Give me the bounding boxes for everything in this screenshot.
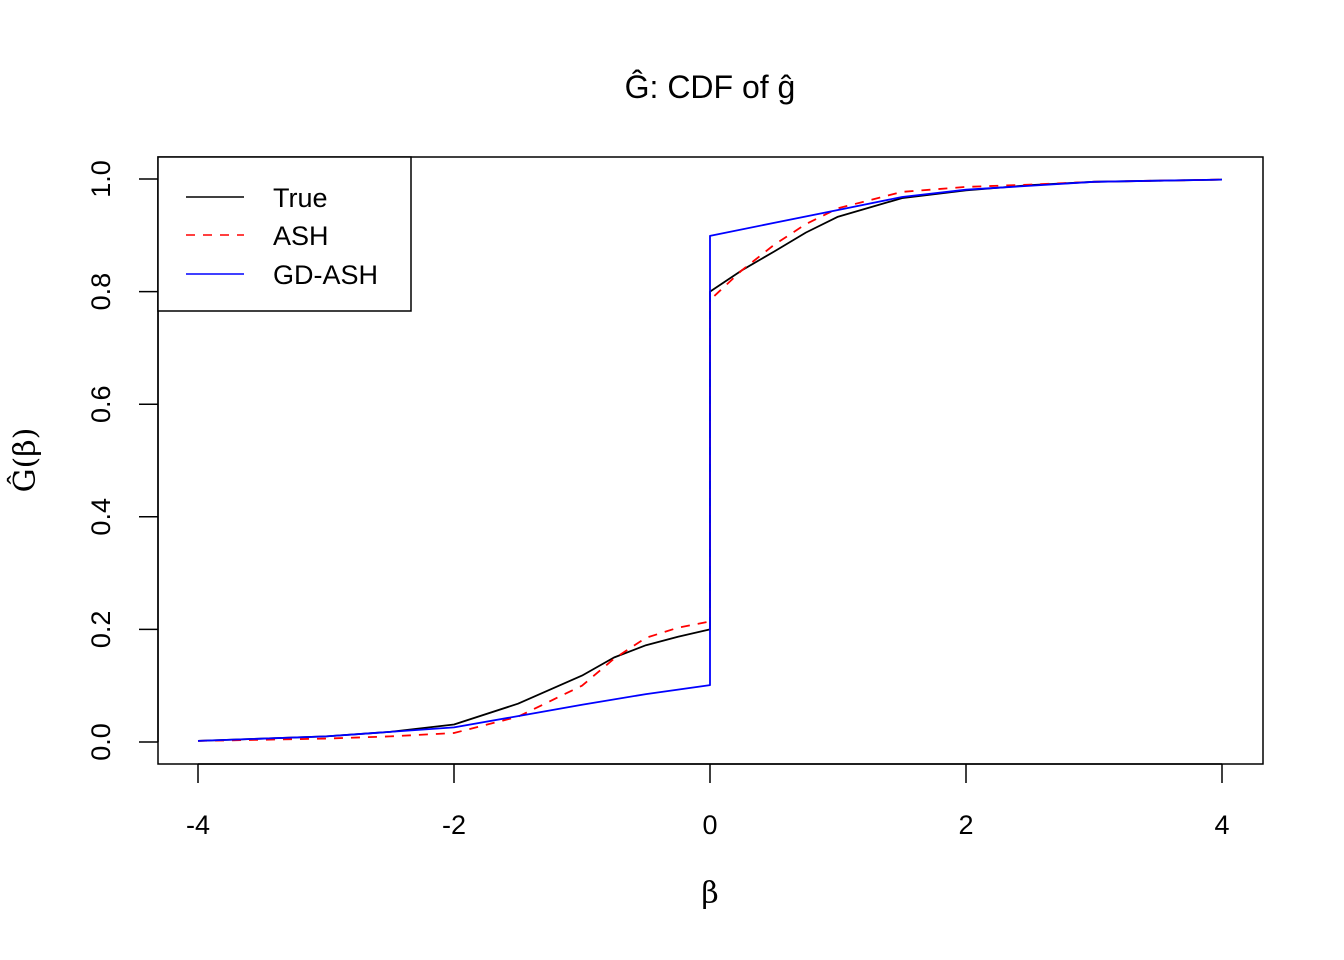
y-tick-label: 0.2 — [86, 611, 116, 649]
legend-label-true: True — [273, 183, 328, 213]
x-axis-label: β — [701, 876, 718, 911]
legend-label-gd-ash: GD-ASH — [273, 260, 378, 290]
y-tick-label: 0.4 — [86, 498, 116, 536]
x-tick-label: -4 — [186, 810, 210, 840]
y-axis-label: Ĝ(β) — [7, 428, 43, 493]
x-tick-label: 0 — [702, 810, 717, 840]
y-tick-label: 1.0 — [86, 160, 116, 198]
x-tick-label: 4 — [1214, 810, 1229, 840]
legend-box — [157, 156, 412, 312]
x-axis: -4 -2 0 2 4 — [186, 763, 1230, 840]
y-axis: 0.0 0.2 0.4 0.6 0.8 1.0 — [86, 160, 159, 761]
series-layer — [197, 178, 1223, 742]
y-tick-label: 0.0 — [86, 723, 116, 761]
legend: True ASH GD-ASH — [157, 156, 412, 312]
series-line-gd-ash — [197, 178, 1223, 742]
x-tick-label: 2 — [958, 810, 973, 840]
legend-label-ash: ASH — [273, 221, 329, 251]
y-tick-label: 0.8 — [86, 273, 116, 311]
x-tick-label: -2 — [442, 810, 466, 840]
chart-title: Ĝ: CDF of ĝ — [625, 69, 796, 105]
y-tick-label: 0.6 — [86, 385, 116, 423]
